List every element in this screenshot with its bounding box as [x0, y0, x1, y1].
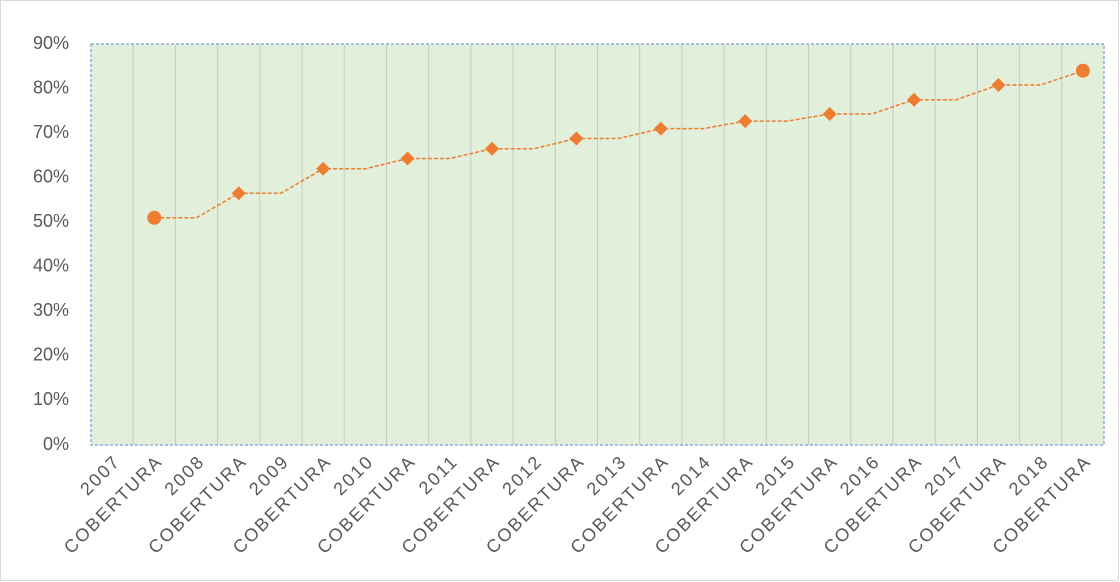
- marker: [822, 106, 837, 121]
- line: [154, 70, 1084, 219]
- marker: [1075, 63, 1090, 78]
- y-tick-label: 50%: [33, 211, 69, 231]
- marker: [653, 121, 668, 136]
- plot-border: [90, 43, 1105, 446]
- marker: [569, 131, 584, 146]
- y-tick-label: 40%: [33, 256, 69, 276]
- y-tick-label: 20%: [33, 345, 69, 365]
- marker: [907, 92, 922, 107]
- y-tick-label: 0%: [43, 434, 69, 454]
- marker: [147, 210, 162, 225]
- marker: [400, 151, 415, 166]
- y-tick-label: 30%: [33, 300, 69, 320]
- marker: [484, 141, 499, 156]
- y-tick-label: 60%: [33, 166, 69, 186]
- marker: [991, 77, 1006, 92]
- y-tick-label: 80%: [33, 77, 69, 97]
- marker: [738, 114, 753, 129]
- y-tick-label: 70%: [33, 122, 69, 142]
- marker: [316, 161, 331, 176]
- y-tick-label: 10%: [33, 389, 69, 409]
- marker: [231, 186, 246, 201]
- y-tick-label: 90%: [33, 33, 69, 53]
